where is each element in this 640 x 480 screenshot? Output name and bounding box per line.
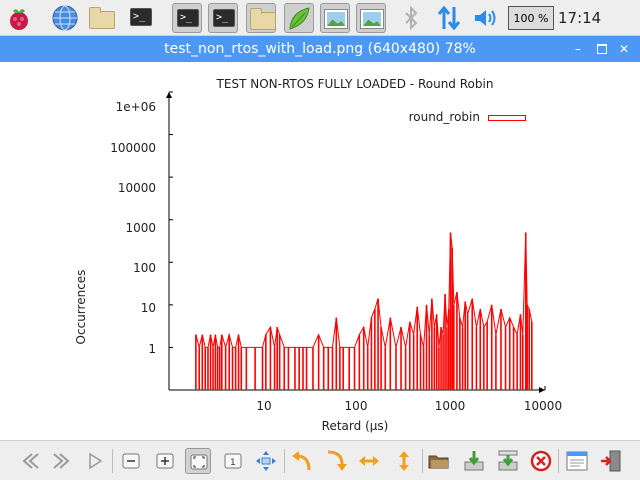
taskbar-window-file-manager[interactable] — [246, 3, 276, 33]
window-titlebar[interactable]: test_non_rtos_with_load.png (640x480) 78… — [0, 36, 640, 62]
volume-button[interactable] — [470, 3, 500, 33]
exit-icon — [601, 450, 621, 472]
raspberry-icon — [10, 9, 28, 30]
taskbar-window-image-viewer-2[interactable] — [356, 3, 386, 33]
maximize-icon — [597, 44, 607, 54]
minimize-button[interactable]: – — [570, 40, 586, 58]
taskbar-window-terminal-1[interactable]: >_ — [172, 3, 202, 33]
flip-horizontal-button[interactable] — [356, 448, 382, 474]
delete-icon — [530, 450, 552, 472]
network-button[interactable] — [434, 3, 464, 33]
save-icon — [464, 451, 484, 471]
flip-horizontal-icon — [359, 456, 379, 466]
zoom-in-icon — [156, 453, 174, 469]
terminal-button[interactable]: >_ — [126, 3, 156, 33]
x-tick-label: 1000 — [434, 399, 466, 413]
raspberry-menu-button[interactable] — [4, 3, 34, 33]
taskbar-window-terminal-2[interactable]: >_ — [208, 3, 238, 33]
minimize-icon: – — [575, 42, 581, 56]
save-as-icon — [498, 450, 518, 471]
svg-text:1: 1 — [230, 458, 236, 468]
taskbar-window-text-editor[interactable] — [284, 3, 314, 33]
close-icon: ✕ — [618, 42, 630, 56]
y-tick-label: 1000 — [125, 221, 156, 235]
toolbar-separator — [112, 449, 113, 473]
y-tick-label: 1e+06 — [115, 100, 156, 114]
maximize-button[interactable] — [594, 40, 610, 58]
play-icon — [89, 452, 103, 470]
terminal-icon: >_ — [177, 9, 199, 27]
plot-area — [166, 91, 546, 393]
x-axis-label: Retard (µs) — [321, 419, 389, 433]
preferences-button[interactable] — [564, 448, 590, 474]
quit-button[interactable] — [598, 448, 624, 474]
zoom-in-button[interactable] — [152, 448, 178, 474]
chart-title: TEST NON-RTOS FULLY LOADED - Round Robin — [216, 77, 494, 91]
taskbar: >_ >_ >_ 100 % 17:14 — [0, 0, 640, 36]
legend-swatch — [488, 115, 526, 121]
window-title: test_non_rtos_with_load.png (640x480) 78… — [164, 41, 476, 57]
fit-to-window-button[interactable] — [185, 448, 211, 474]
previous-icon — [22, 453, 39, 469]
image-icon — [324, 9, 348, 29]
cpu-usage-indicator[interactable]: 100 % — [508, 6, 554, 30]
terminal-icon: >_ — [130, 8, 152, 26]
clock[interactable]: 17:14 — [558, 9, 602, 27]
fit-window-icon — [190, 454, 208, 470]
rotate-right-button[interactable] — [322, 448, 348, 474]
y-tick-label: 100000 — [110, 141, 156, 155]
folder-icon — [89, 7, 115, 29]
next-icon — [53, 453, 70, 469]
file-manager-button[interactable] — [86, 3, 116, 33]
viewer-toolbar: 1 — [0, 440, 640, 480]
image-canvas[interactable]: TEST NON-RTOS FULLY LOADED - Round Robin… — [0, 62, 640, 440]
original-size-icon: 1 — [224, 453, 242, 469]
folder-icon — [250, 8, 276, 30]
legend-label: round_robin — [408, 110, 480, 124]
x-axis-arrow — [539, 387, 545, 393]
zoom-out-icon — [122, 453, 140, 469]
delete-button[interactable] — [528, 448, 554, 474]
x-tick-label: 10 — [256, 399, 272, 413]
speaker-icon — [475, 10, 496, 26]
x-tick-label: 10000 — [523, 399, 563, 413]
close-button[interactable]: ✕ — [616, 40, 632, 58]
bluetooth-button[interactable] — [396, 3, 426, 33]
rotate-left-icon — [292, 451, 311, 471]
y-axis-arrow — [166, 92, 172, 98]
rotate-left-button[interactable] — [289, 448, 315, 474]
y-tick-label: 10 — [140, 301, 156, 315]
web-browser-button[interactable] — [50, 3, 80, 33]
zoom-out-button[interactable] — [118, 448, 144, 474]
save-button[interactable] — [461, 448, 487, 474]
open-file-button[interactable] — [426, 448, 452, 474]
toolbar-separator — [422, 449, 423, 473]
flip-vertical-icon — [399, 451, 409, 471]
save-as-button[interactable] — [495, 448, 521, 474]
rotate-right-icon — [327, 450, 347, 471]
original-size-button[interactable]: 1 — [220, 448, 246, 474]
toolbar-separator — [558, 449, 559, 473]
open-folder-icon — [428, 455, 449, 469]
terminal-icon: >_ — [213, 9, 235, 27]
leaf-pen-icon — [289, 7, 310, 30]
image-icon — [360, 9, 384, 29]
x-tick-label: 100 — [344, 399, 368, 413]
y-tick-label: 1 — [148, 342, 156, 356]
fullscreen-button[interactable] — [253, 448, 279, 474]
y-tick-label: 100 — [133, 261, 156, 275]
globe-icon — [52, 5, 78, 31]
data-series-line — [195, 232, 533, 390]
network-arrows-icon — [437, 5, 461, 31]
taskbar-window-image-viewer-1[interactable] — [320, 3, 350, 33]
previous-image-button[interactable] — [16, 448, 42, 474]
fullscreen-arrows-icon — [256, 451, 276, 471]
bluetooth-icon — [405, 5, 418, 31]
preferences-icon — [566, 451, 588, 471]
flip-vertical-button[interactable] — [391, 448, 417, 474]
next-image-button[interactable] — [50, 448, 76, 474]
slideshow-button[interactable] — [82, 448, 108, 474]
y-tick-label: 10000 — [117, 181, 156, 195]
toolbar-separator — [284, 449, 285, 473]
